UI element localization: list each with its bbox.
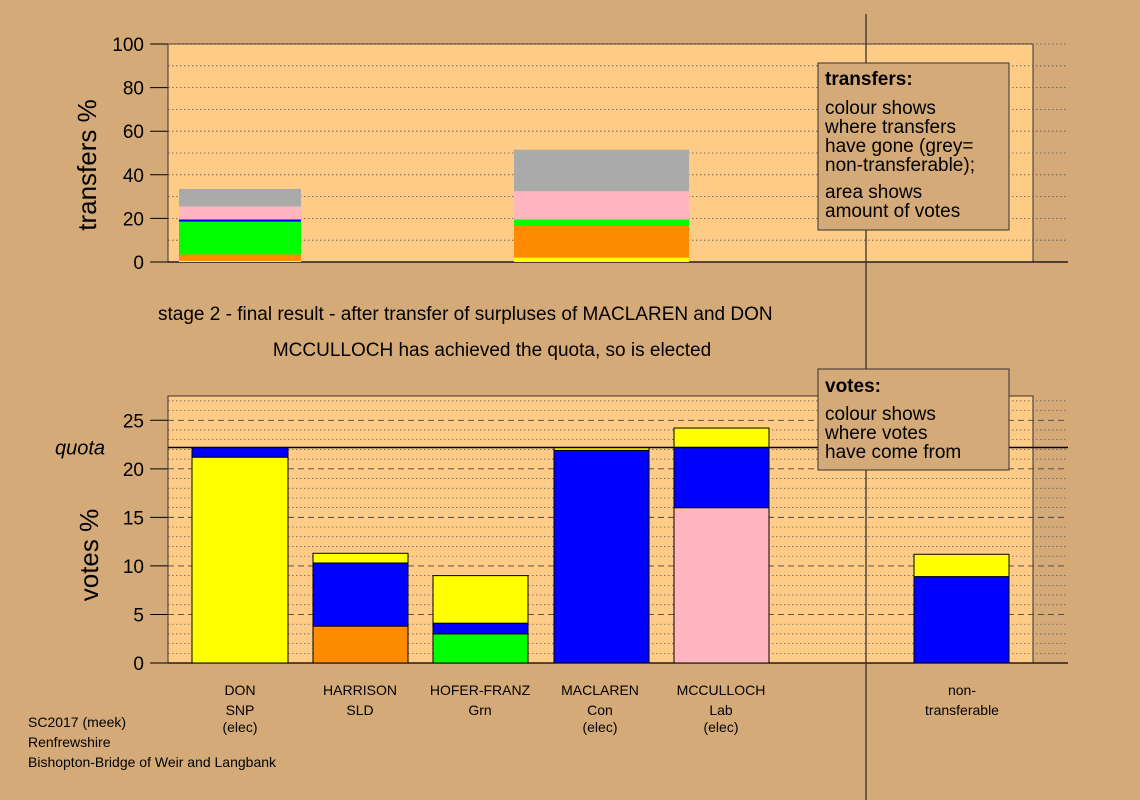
transfers-y-tick: 20 bbox=[123, 209, 144, 230]
transfers-y-label: transfers % bbox=[72, 99, 102, 231]
transfers-y-tick: 80 bbox=[123, 79, 144, 100]
transfers-y-tick: 100 bbox=[112, 35, 144, 56]
vote-segment bbox=[312, 562, 409, 627]
transfer-segment bbox=[179, 206, 301, 220]
candidate-name: HOFER-FRANZ bbox=[430, 682, 531, 698]
transfers-y-tick: 60 bbox=[123, 122, 144, 143]
vote-segment bbox=[673, 427, 770, 448]
transfers-legend-line: colour shows bbox=[825, 98, 936, 119]
transfers-legend-line: non-transferable); bbox=[825, 155, 975, 176]
votes-legend-box: votes: colour shows where votes have com… bbox=[817, 368, 1010, 471]
candidate-name: MCCULLOCH bbox=[677, 682, 766, 698]
transfers-legend-line: where transfers bbox=[824, 117, 956, 138]
candidate-status: (elec) bbox=[703, 719, 738, 735]
candidate-party: transferable bbox=[925, 702, 999, 718]
candidate-status: (elec) bbox=[582, 719, 617, 735]
vote-segment bbox=[553, 449, 650, 664]
candidate-party: SNP bbox=[226, 702, 255, 718]
candidate-party: SLD bbox=[346, 702, 373, 718]
votes-y-tick: 25 bbox=[123, 411, 144, 432]
transfers-legend-box: transfers: colour shows where transfers … bbox=[817, 62, 1010, 231]
transfer-segment bbox=[179, 188, 301, 207]
vote-segment bbox=[673, 507, 770, 664]
votes-legend-line: colour shows bbox=[825, 404, 936, 425]
votes-y-tick: 0 bbox=[133, 654, 144, 675]
footer-ward: Bishopton-Bridge of Weir and Langbank bbox=[28, 754, 277, 770]
transfers-y-tick: 40 bbox=[123, 166, 144, 187]
candidate-party: Lab bbox=[709, 702, 733, 718]
transfer-segment bbox=[514, 257, 689, 262]
transfer-segment bbox=[514, 219, 689, 227]
stage-line-1: stage 2 - final result - after transfer … bbox=[158, 304, 773, 325]
vote-segment bbox=[913, 576, 1010, 664]
footer-election: SC2017 (meek) bbox=[28, 714, 127, 730]
transfer-segment bbox=[514, 149, 689, 192]
transfer-segment bbox=[179, 260, 301, 262]
quota-label: quota bbox=[55, 437, 105, 459]
transfers-legend-line: area shows bbox=[825, 182, 922, 203]
votes-y-tick: 5 bbox=[133, 605, 144, 626]
vote-segment bbox=[312, 625, 409, 664]
candidate-name: MACLAREN bbox=[561, 682, 639, 698]
votes-legend-line: where votes bbox=[824, 423, 927, 444]
transfer-segment bbox=[179, 254, 301, 261]
vote-segment bbox=[673, 446, 770, 509]
footer: SC2017 (meek) Renfrewshire Bishopton-Bri… bbox=[28, 712, 276, 772]
transfers-y-tick: 0 bbox=[133, 253, 144, 274]
transfers-legend-line: have gone (grey= bbox=[825, 136, 973, 157]
transfer-segment bbox=[179, 219, 301, 222]
candidate-name: non- bbox=[948, 682, 976, 698]
votes-y-tick: 20 bbox=[123, 460, 144, 481]
transfer-segment bbox=[514, 226, 689, 258]
transfer-segment bbox=[179, 221, 301, 255]
footer-council: Renfrewshire bbox=[28, 734, 111, 750]
candidate-party: Grn bbox=[468, 702, 491, 718]
vote-segment bbox=[432, 575, 529, 624]
candidate-status: (elec) bbox=[222, 719, 257, 735]
candidate-party: Con bbox=[587, 702, 613, 718]
votes-legend-line: have come from bbox=[825, 442, 961, 463]
candidate-name: DON bbox=[224, 682, 255, 698]
vote-segment bbox=[432, 622, 529, 635]
vote-segment bbox=[191, 446, 289, 458]
vote-segment bbox=[913, 553, 1010, 578]
stage-line-2: MCCULLOCH has achieved the quota, so is … bbox=[273, 340, 711, 361]
vote-segment bbox=[432, 633, 529, 664]
vote-segment bbox=[312, 552, 409, 564]
votes-legend-heading: votes: bbox=[825, 376, 881, 397]
transfer-segment bbox=[514, 191, 689, 220]
transfers-legend-heading: transfers: bbox=[825, 69, 913, 90]
candidate-name: HARRISON bbox=[323, 682, 397, 698]
votes-y-tick: 10 bbox=[123, 557, 144, 578]
vote-segment bbox=[191, 456, 289, 664]
votes-y-label: votes % bbox=[74, 509, 104, 602]
transfers-legend-line: amount of votes bbox=[825, 201, 960, 222]
votes-y-tick: 15 bbox=[123, 508, 144, 529]
